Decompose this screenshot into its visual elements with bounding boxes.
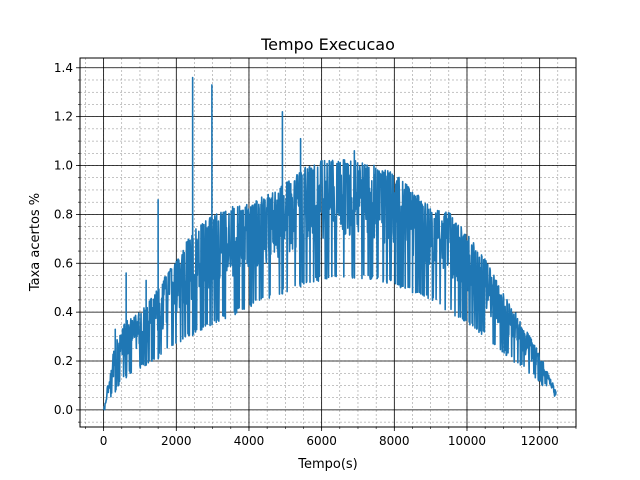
series-line-0 — [103, 76, 557, 411]
x-tick-label: 4000 — [234, 434, 265, 448]
chart-title: Tempo Execucao — [260, 35, 395, 54]
y-tick-label: 0.4 — [54, 305, 73, 319]
y-axis-label: Taxa acertos % — [28, 193, 43, 292]
y-tick-label: 1.4 — [54, 61, 73, 75]
x-tick-label: 0 — [100, 434, 108, 448]
y-tick-label: 0.6 — [54, 256, 73, 270]
y-axis: 0.0 0.2 0.4 0.6 0.8 1.0 1.2 1.4 — [54, 61, 80, 423]
y-tick-label: 1.0 — [54, 159, 73, 173]
x-tick-label: 6000 — [306, 434, 337, 448]
plot-frame — [79, 57, 577, 428]
x-tick-label: 8000 — [379, 434, 410, 448]
x-tick-label: 12000 — [521, 434, 559, 448]
y-tick-label: 1.2 — [54, 110, 73, 124]
x-axis: 0 2000 4000 6000 8000 10000 12000 — [85, 427, 577, 448]
series-layer — [103, 76, 557, 411]
x-tick-label: 2000 — [161, 434, 192, 448]
y-tick-label: 0.0 — [54, 403, 73, 417]
y-tick-label: 0.8 — [54, 207, 73, 221]
x-tick-label: 10000 — [448, 434, 486, 448]
x-axis-label: Tempo(s) — [297, 457, 358, 472]
y-tick-label: 0.2 — [54, 354, 73, 368]
